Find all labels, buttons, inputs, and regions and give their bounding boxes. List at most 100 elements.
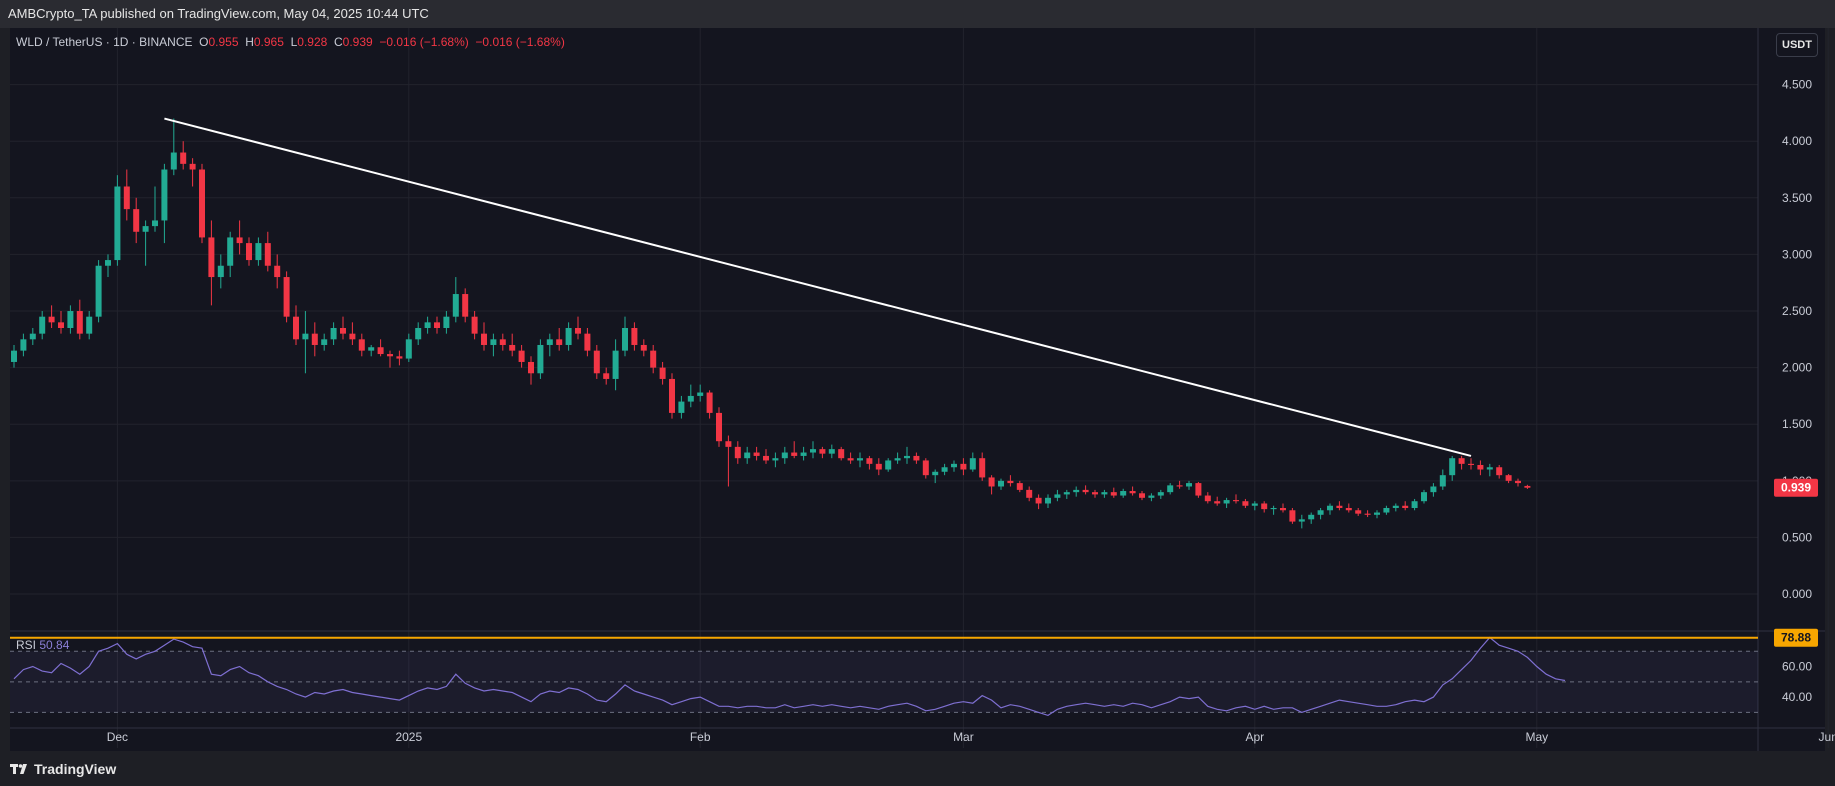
- candle-up: [114, 186, 121, 261]
- candle-up: [565, 328, 572, 345]
- candle-up: [1073, 489, 1080, 493]
- candle-down: [1364, 513, 1371, 515]
- rsi-high-badge: [1774, 628, 1818, 647]
- time-tick-label: 2025: [395, 730, 422, 744]
- candle-down: [763, 455, 769, 461]
- candle-down: [838, 449, 845, 459]
- candle-down: [913, 455, 920, 461]
- candle-down: [58, 322, 64, 328]
- candle-down: [922, 460, 929, 476]
- candle-down: [988, 477, 995, 487]
- candle-up: [1120, 491, 1127, 496]
- candle-down: [509, 344, 516, 351]
- candle-up: [368, 347, 375, 351]
- candle-up: [697, 392, 704, 396]
- candle-up: [1374, 512, 1380, 515]
- price-axis[interactable]: 4.5004.0003.5003.0002.5002.0001.5001.000…: [1782, 78, 1812, 704]
- candle-down: [246, 243, 252, 261]
- candle-down: [1026, 489, 1033, 498]
- candle-up: [67, 311, 74, 328]
- candle-down: [76, 311, 83, 334]
- candles: [11, 118, 1531, 529]
- candle-down: [1345, 508, 1352, 511]
- candle-up: [781, 452, 788, 459]
- candle-up: [1054, 494, 1061, 498]
- candle-up: [86, 316, 93, 334]
- candle-down: [603, 373, 610, 379]
- candle-up: [546, 339, 553, 345]
- candle-up: [537, 344, 544, 374]
- price-tick-label: 3.500: [1782, 191, 1812, 205]
- candle-up: [95, 265, 102, 317]
- candle-down: [1505, 475, 1512, 481]
- candle-up: [744, 452, 751, 459]
- candle-down: [462, 294, 469, 317]
- candle-down: [1204, 495, 1211, 502]
- candle-down: [575, 328, 581, 334]
- time-axis[interactable]: Dec 2025 Feb Mar Apr May Jun: [107, 730, 1835, 744]
- low-value: 0.928: [297, 35, 328, 49]
- tradingview-logo[interactable]: TradingView: [10, 761, 116, 777]
- candle-down: [979, 458, 986, 478]
- candle-down: [706, 392, 713, 413]
- high-label: H: [245, 35, 254, 49]
- candle-down: [1129, 491, 1136, 494]
- price-tick-label: 2.000: [1782, 361, 1812, 375]
- time-tick-label: May: [1525, 730, 1548, 744]
- trendline[interactable]: [164, 117, 1472, 457]
- candle-up: [622, 328, 628, 351]
- candle-up: [217, 265, 224, 278]
- rsi-pane: [10, 636, 1758, 717]
- candle-down: [293, 316, 299, 340]
- currency-button[interactable]: USDT: [1776, 33, 1818, 57]
- candle-up: [1449, 458, 1456, 476]
- published-text: AMBCrypto_TA published on TradingView.co…: [8, 6, 429, 21]
- candle-up: [969, 458, 976, 470]
- rsi-legend: RSI 50.84: [16, 638, 69, 652]
- candle-down: [518, 350, 525, 362]
- grid-lines: [10, 28, 1829, 751]
- candle-down: [471, 316, 478, 334]
- candle-down: [528, 361, 534, 374]
- candle-down: [556, 339, 563, 345]
- symbol-legend: WLD / TetherUS · 1D · BINANCE O0.955 H0.…: [16, 35, 565, 49]
- time-tick-label: Dec: [107, 730, 128, 744]
- candle-down: [1082, 489, 1089, 493]
- candle-up: [612, 350, 619, 379]
- candle-up: [1186, 483, 1192, 487]
- candle-down: [1468, 463, 1474, 465]
- close-value: 0.939: [342, 35, 373, 49]
- candle-up: [1383, 508, 1390, 513]
- candle-down: [1402, 505, 1409, 508]
- candle-up: [142, 226, 149, 232]
- candle-up: [405, 339, 412, 359]
- candle-up: [998, 480, 1004, 487]
- rsi-label[interactable]: RSI: [16, 638, 37, 652]
- open-label: O: [199, 35, 209, 49]
- candle-up: [1223, 500, 1230, 504]
- candle-down: [1336, 505, 1343, 508]
- rsi-tick-label: 60.00: [1782, 660, 1812, 674]
- candle-up: [39, 316, 46, 334]
- candle-up: [1251, 503, 1258, 506]
- candle-down: [631, 328, 638, 345]
- candle-down: [396, 356, 403, 359]
- candle-down: [593, 350, 600, 374]
- candle-down: [875, 463, 882, 470]
- candle-down: [1524, 485, 1531, 488]
- candle-up: [105, 260, 111, 266]
- candle-up: [11, 350, 17, 362]
- candle-down: [1458, 458, 1465, 464]
- candle-down: [387, 354, 393, 357]
- candle-up: [1317, 510, 1324, 515]
- candle-down: [1280, 508, 1286, 511]
- symbol-name[interactable]: WLD / TetherUS · 1D · BINANCE: [16, 35, 193, 49]
- candle-up: [772, 458, 779, 461]
- candle-down: [1007, 480, 1014, 484]
- rsi-high-label: 78.88: [1781, 631, 1811, 645]
- candle-down: [123, 186, 130, 210]
- candle-down: [1110, 492, 1117, 496]
- price-tick-label: 4.000: [1782, 134, 1812, 148]
- candle-down: [1195, 483, 1202, 496]
